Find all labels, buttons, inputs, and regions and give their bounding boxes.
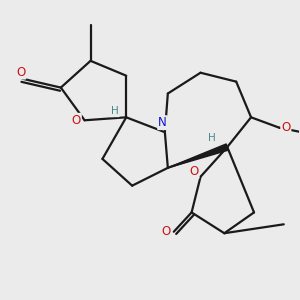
Text: H: H <box>208 133 216 142</box>
Text: O: O <box>162 225 171 238</box>
Text: N: N <box>158 116 167 129</box>
Text: H: H <box>111 106 119 116</box>
Text: O: O <box>281 121 290 134</box>
Text: O: O <box>72 114 81 127</box>
Text: O: O <box>189 165 199 178</box>
Text: O: O <box>16 66 25 79</box>
Polygon shape <box>168 144 228 168</box>
